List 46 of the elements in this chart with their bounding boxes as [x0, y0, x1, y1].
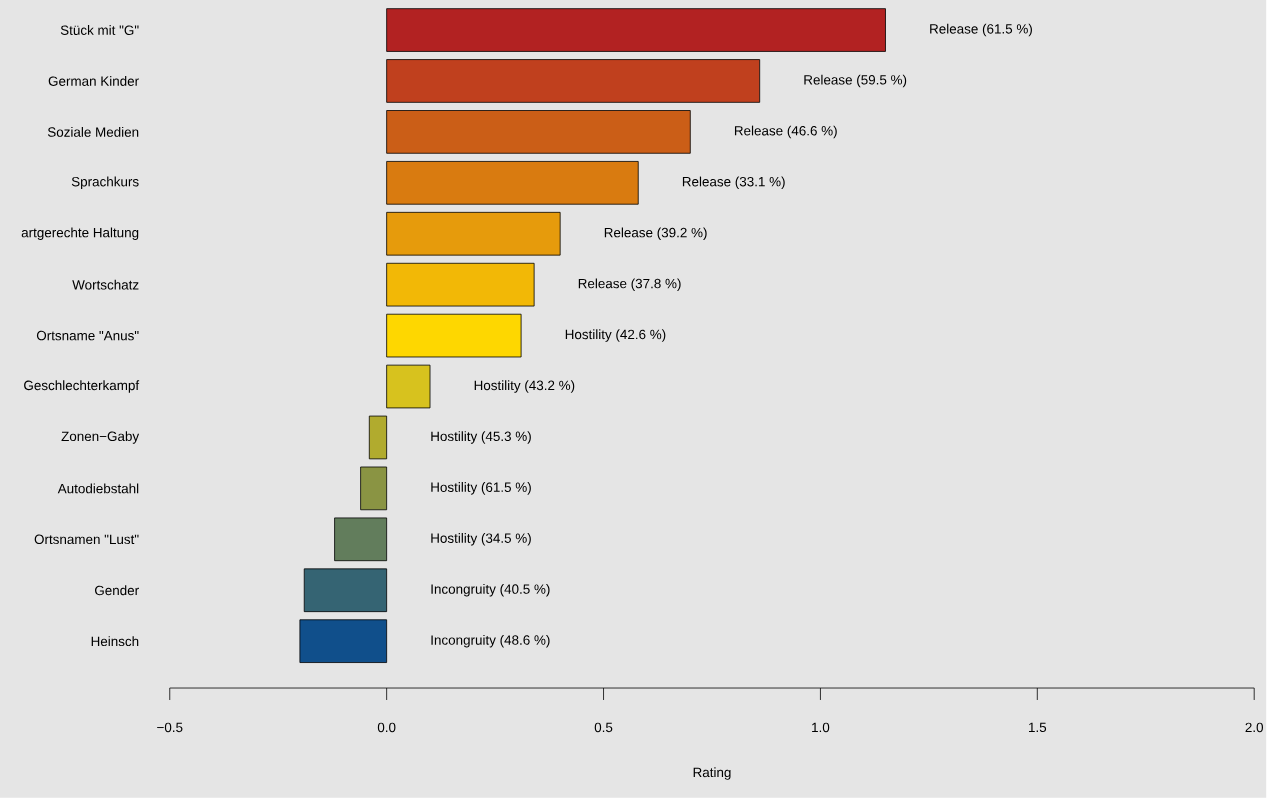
x-tick-label: 1.0	[812, 722, 830, 733]
y-tick-label: Geschlechterkampf	[24, 380, 140, 393]
y-tick-label: Ortsname "Anus"	[36, 330, 139, 341]
bar	[386, 313, 522, 358]
annotation: Release (46.6 %)	[734, 125, 837, 139]
annotation: Release (39.2 %)	[604, 227, 707, 241]
bar	[299, 619, 388, 664]
y-tick-label: Sprachkurs	[71, 176, 139, 190]
annotation: Release (33.1 %)	[682, 176, 785, 190]
bar	[386, 262, 535, 307]
annotation: Release (61.5 %)	[930, 23, 1032, 37]
y-tick-label: Gender	[94, 585, 139, 596]
x-tick-label: 0.5	[594, 722, 613, 733]
annotation: Incongruity (40.5 %)	[431, 584, 550, 597]
bar	[386, 8, 886, 52]
annotation: Release (59.5 %)	[804, 74, 907, 88]
annotation: Hostility (61.5 %)	[431, 482, 531, 495]
bar	[360, 466, 388, 511]
x-tick-label: 1.5	[1029, 722, 1047, 733]
bar	[334, 517, 388, 562]
bar	[386, 59, 761, 103]
y-tick-label: German Kinder	[48, 76, 139, 86]
y-tick-label: Heinsch	[91, 636, 139, 647]
annotation: Hostility (43.2 %)	[474, 380, 575, 393]
y-tick-label: Soziale Medien	[47, 127, 139, 137]
annotation: Hostility (42.6 %)	[565, 329, 666, 342]
bar	[386, 212, 561, 256]
y-tick-label: Wortschatz	[72, 279, 139, 290]
annotation: Release (37.8 %)	[578, 278, 681, 291]
x-tick-label: 0.0	[377, 722, 396, 733]
y-tick-label: artgerechte Haltung	[21, 227, 139, 241]
x-tick-label: −0.5	[157, 722, 183, 733]
annotation: Incongruity (48.6 %)	[431, 634, 550, 648]
y-tick-label: Autodiebstahl	[57, 483, 139, 494]
annotation: Hostility (34.5 %)	[431, 533, 531, 546]
x-tick-label: 2.0	[1245, 722, 1264, 733]
x-axis-title: Rating	[693, 767, 731, 780]
y-tick-label: Stück mit "G"	[60, 25, 139, 36]
bar	[303, 568, 388, 613]
bar	[386, 364, 431, 409]
y-tick-label: Ortsnamen "Lust"	[34, 534, 139, 545]
y-tick-label: Zonen−Gaby	[61, 431, 140, 444]
bar	[386, 110, 691, 154]
bar	[386, 161, 639, 205]
bar	[368, 415, 388, 460]
annotation: Hostility (45.3 %)	[431, 431, 531, 444]
